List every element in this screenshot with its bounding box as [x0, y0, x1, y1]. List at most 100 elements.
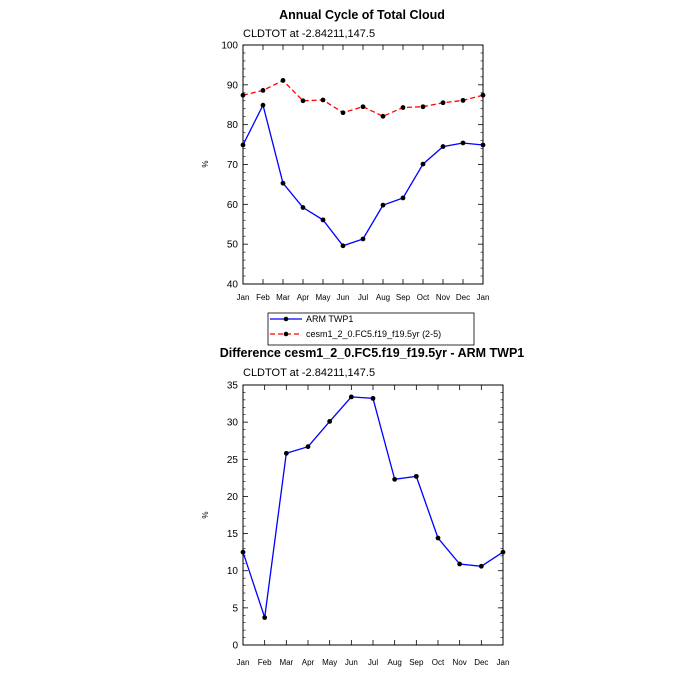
x-tick-label: Mar: [276, 293, 290, 302]
series-0-point: [500, 549, 506, 555]
series-1-point: [400, 105, 406, 110]
series-0-point: [283, 450, 289, 456]
x-tick-label: Mar: [279, 658, 293, 667]
legend-marker-cesm: [283, 331, 289, 337]
y-tick-label: 50: [227, 240, 239, 251]
x-tick-label: Jan: [237, 658, 250, 667]
series-0-point: [435, 535, 441, 541]
series-0-point: [262, 615, 268, 620]
series-0-point: [340, 243, 346, 249]
series-0-point: [300, 205, 306, 210]
y-tick-label: 90: [227, 80, 239, 91]
series-0-point: [413, 473, 419, 479]
y-tick-label: 0: [232, 641, 238, 652]
y-tick-label: 40: [227, 280, 239, 291]
series-1-point: [340, 110, 346, 116]
series-0-point: [348, 394, 354, 400]
y-tick-label: 100: [221, 41, 238, 52]
series-0-point: [240, 549, 246, 555]
x-tick-label: Dec: [456, 293, 470, 302]
chart-title: Difference cesm1_2_0.FC5.f19_f19.5yr - A…: [220, 346, 525, 360]
x-tick-label: May: [322, 658, 337, 667]
legend-label-cesm: cesm1_2_0.FC5.f19_f19.5yr (2-5): [306, 329, 441, 339]
x-tick-label: Feb: [258, 658, 272, 667]
series-1-point: [240, 92, 246, 98]
series-0-point: [480, 142, 486, 148]
x-tick-label: Jan: [237, 293, 250, 302]
y-tick-label: 70: [227, 160, 239, 171]
series-0-point: [320, 217, 326, 223]
series-1-point: [460, 97, 466, 103]
series-1-point: [280, 78, 286, 83]
y-tick-label: 35: [227, 381, 239, 392]
x-tick-label: Aug: [376, 293, 390, 302]
legend-label-arm-twp1: ARM TWP1: [306, 314, 353, 324]
series-1-point: [360, 104, 366, 110]
series-0-point: [460, 140, 466, 146]
x-tick-label: Jul: [368, 658, 378, 667]
x-tick-label: Dec: [474, 658, 488, 667]
series-0-point: [420, 161, 426, 167]
x-tick-label: Jul: [358, 293, 368, 302]
series-line-0: [242, 103, 484, 247]
series-0-point: [380, 202, 386, 208]
x-tick-label: Apr: [302, 658, 315, 667]
annual-cycle-chart: Annual Cycle of Total Cloud CLDTOT at -2…: [201, 8, 490, 346]
y-tick-label: 10: [227, 566, 239, 577]
series-1-point: [440, 100, 446, 106]
x-tick-label: Nov: [453, 658, 467, 667]
y-tick-label: 60: [227, 200, 239, 211]
chart-title: Annual Cycle of Total Cloud: [279, 8, 445, 22]
series-0-point: [240, 142, 246, 148]
y-tick-label: 15: [227, 529, 239, 540]
plot-frame: [242, 44, 484, 285]
series-0-point: [400, 195, 406, 201]
x-tick-label: Oct: [417, 293, 430, 302]
y-tick-label: 25: [227, 455, 239, 466]
x-tick-label: Sep: [396, 293, 411, 302]
chart-subtitle: CLDTOT at -2.84211,147.5: [243, 28, 375, 40]
series-0-point: [392, 476, 398, 482]
x-tick-label: Oct: [432, 658, 445, 667]
series-0-point: [327, 419, 333, 424]
plot-frame: [242, 384, 504, 646]
x-tick-label: Jun: [337, 293, 350, 302]
legend-box: [267, 312, 475, 346]
series-line-1: [242, 79, 484, 118]
y-tick-label: 5: [232, 603, 238, 614]
series-0-point: [280, 180, 286, 186]
x-tick-label: Apr: [297, 293, 310, 302]
x-tick-label: Aug: [388, 658, 402, 667]
series-0-point: [370, 395, 376, 401]
legend: ARM TWP1 cesm1_2_0.FC5.f19_f19.5yr (2-5): [267, 312, 475, 346]
series-1-point: [420, 104, 426, 110]
y-tick-label: 20: [227, 492, 239, 503]
y-tick-label: 80: [227, 120, 239, 131]
series-1-point: [380, 113, 386, 119]
x-tick-label: May: [315, 293, 330, 302]
series-1-point: [260, 88, 266, 93]
series-1-point: [480, 92, 486, 98]
y-tick-label: 30: [227, 418, 239, 429]
x-tick-label: Sep: [409, 658, 424, 667]
series-0-point: [260, 102, 266, 108]
series-0-point: [305, 444, 311, 450]
x-tick-label: Jun: [345, 658, 358, 667]
x-tick-label: Nov: [436, 293, 450, 302]
series-0-point: [440, 144, 446, 149]
series-line-0: [242, 396, 504, 618]
series-0-point: [457, 561, 463, 567]
series-1-point: [320, 97, 326, 103]
legend-marker-arm-twp1: [283, 316, 289, 322]
x-tick-label: Jan: [497, 658, 510, 667]
y-axis-label: %: [201, 511, 210, 518]
x-tick-label: Feb: [256, 293, 270, 302]
chart-subtitle: CLDTOT at -2.84211,147.5: [243, 367, 375, 379]
y-axis-label: %: [201, 160, 210, 167]
series-0-point: [478, 563, 484, 569]
series-1-point: [300, 98, 306, 104]
x-tick-label: Jan: [477, 293, 490, 302]
series-0-point: [360, 236, 366, 242]
difference-chart: Difference cesm1_2_0.FC5.f19_f19.5yr - A…: [201, 346, 524, 667]
